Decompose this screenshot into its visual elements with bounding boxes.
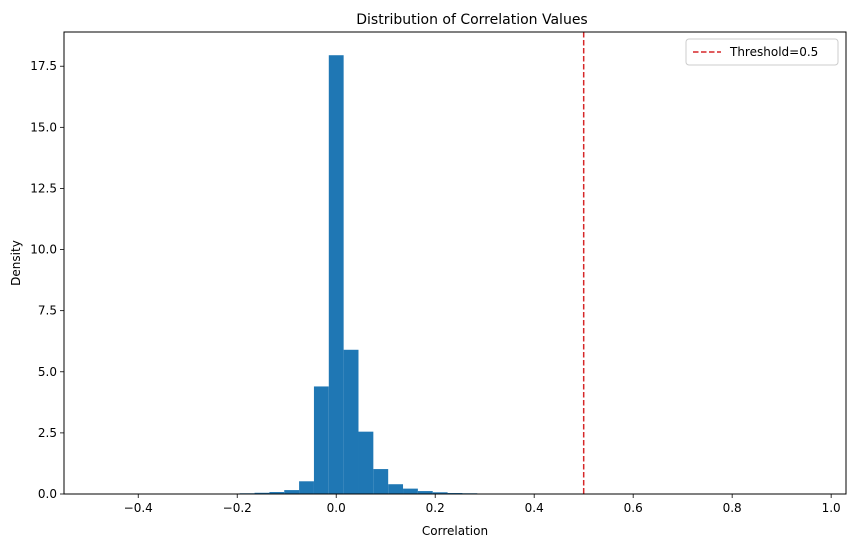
plot-frame — [63, 31, 847, 495]
histogram-bar — [403, 488, 418, 494]
x-tick-label: 0.8 — [723, 501, 742, 515]
histogram-bar — [299, 481, 314, 494]
histogram-bar — [343, 349, 359, 494]
histogram-bar — [373, 469, 389, 494]
x-tick-label: 0.6 — [624, 501, 643, 515]
histogram-bar — [432, 492, 448, 494]
y-axis-label: Density — [9, 240, 23, 286]
histogram-bar — [313, 386, 329, 494]
y-tick-label: 17.5 — [30, 59, 57, 73]
legend-threshold-label: Threshold=0.5 — [729, 45, 818, 59]
x-tick-label: 1.0 — [822, 501, 841, 515]
x-axis-label: Correlation — [422, 524, 488, 538]
histogram-bar — [254, 492, 270, 494]
y-tick-label: 15.0 — [30, 120, 57, 134]
histogram-bar — [328, 55, 344, 494]
y-axis: 0.0 2.5 5.0 7.5 10.0 12.5 15.0 17.5 — [30, 59, 64, 501]
histogram-bar — [269, 492, 285, 494]
y-tick-label: 7.5 — [38, 304, 57, 318]
x-tick-label: 0.4 — [525, 501, 544, 515]
y-tick-label: 5.0 — [38, 365, 57, 379]
x-tick-label: 0.0 — [327, 501, 346, 515]
x-tick-label: −0.4 — [124, 501, 153, 515]
legend: Threshold=0.5 — [685, 38, 839, 66]
y-tick-label: 12.5 — [30, 181, 57, 195]
x-axis: −0.4 −0.2 0.0 0.2 0.4 0.6 0.8 1.0 — [124, 494, 841, 515]
histogram-bar — [417, 491, 433, 494]
chart-title: Distribution of Correlation Values — [356, 12, 587, 28]
histogram-bar — [358, 431, 374, 494]
x-tick-label: −0.2 — [223, 501, 252, 515]
y-tick-label: 0.0 — [38, 487, 57, 501]
y-tick-label: 2.5 — [38, 426, 57, 440]
histogram-bars — [224, 55, 507, 494]
legend-box — [685, 38, 839, 66]
histogram-bar — [388, 484, 404, 494]
x-tick-label: 0.2 — [426, 501, 445, 515]
histogram-bar — [284, 490, 300, 494]
y-tick-label: 10.0 — [30, 243, 57, 257]
